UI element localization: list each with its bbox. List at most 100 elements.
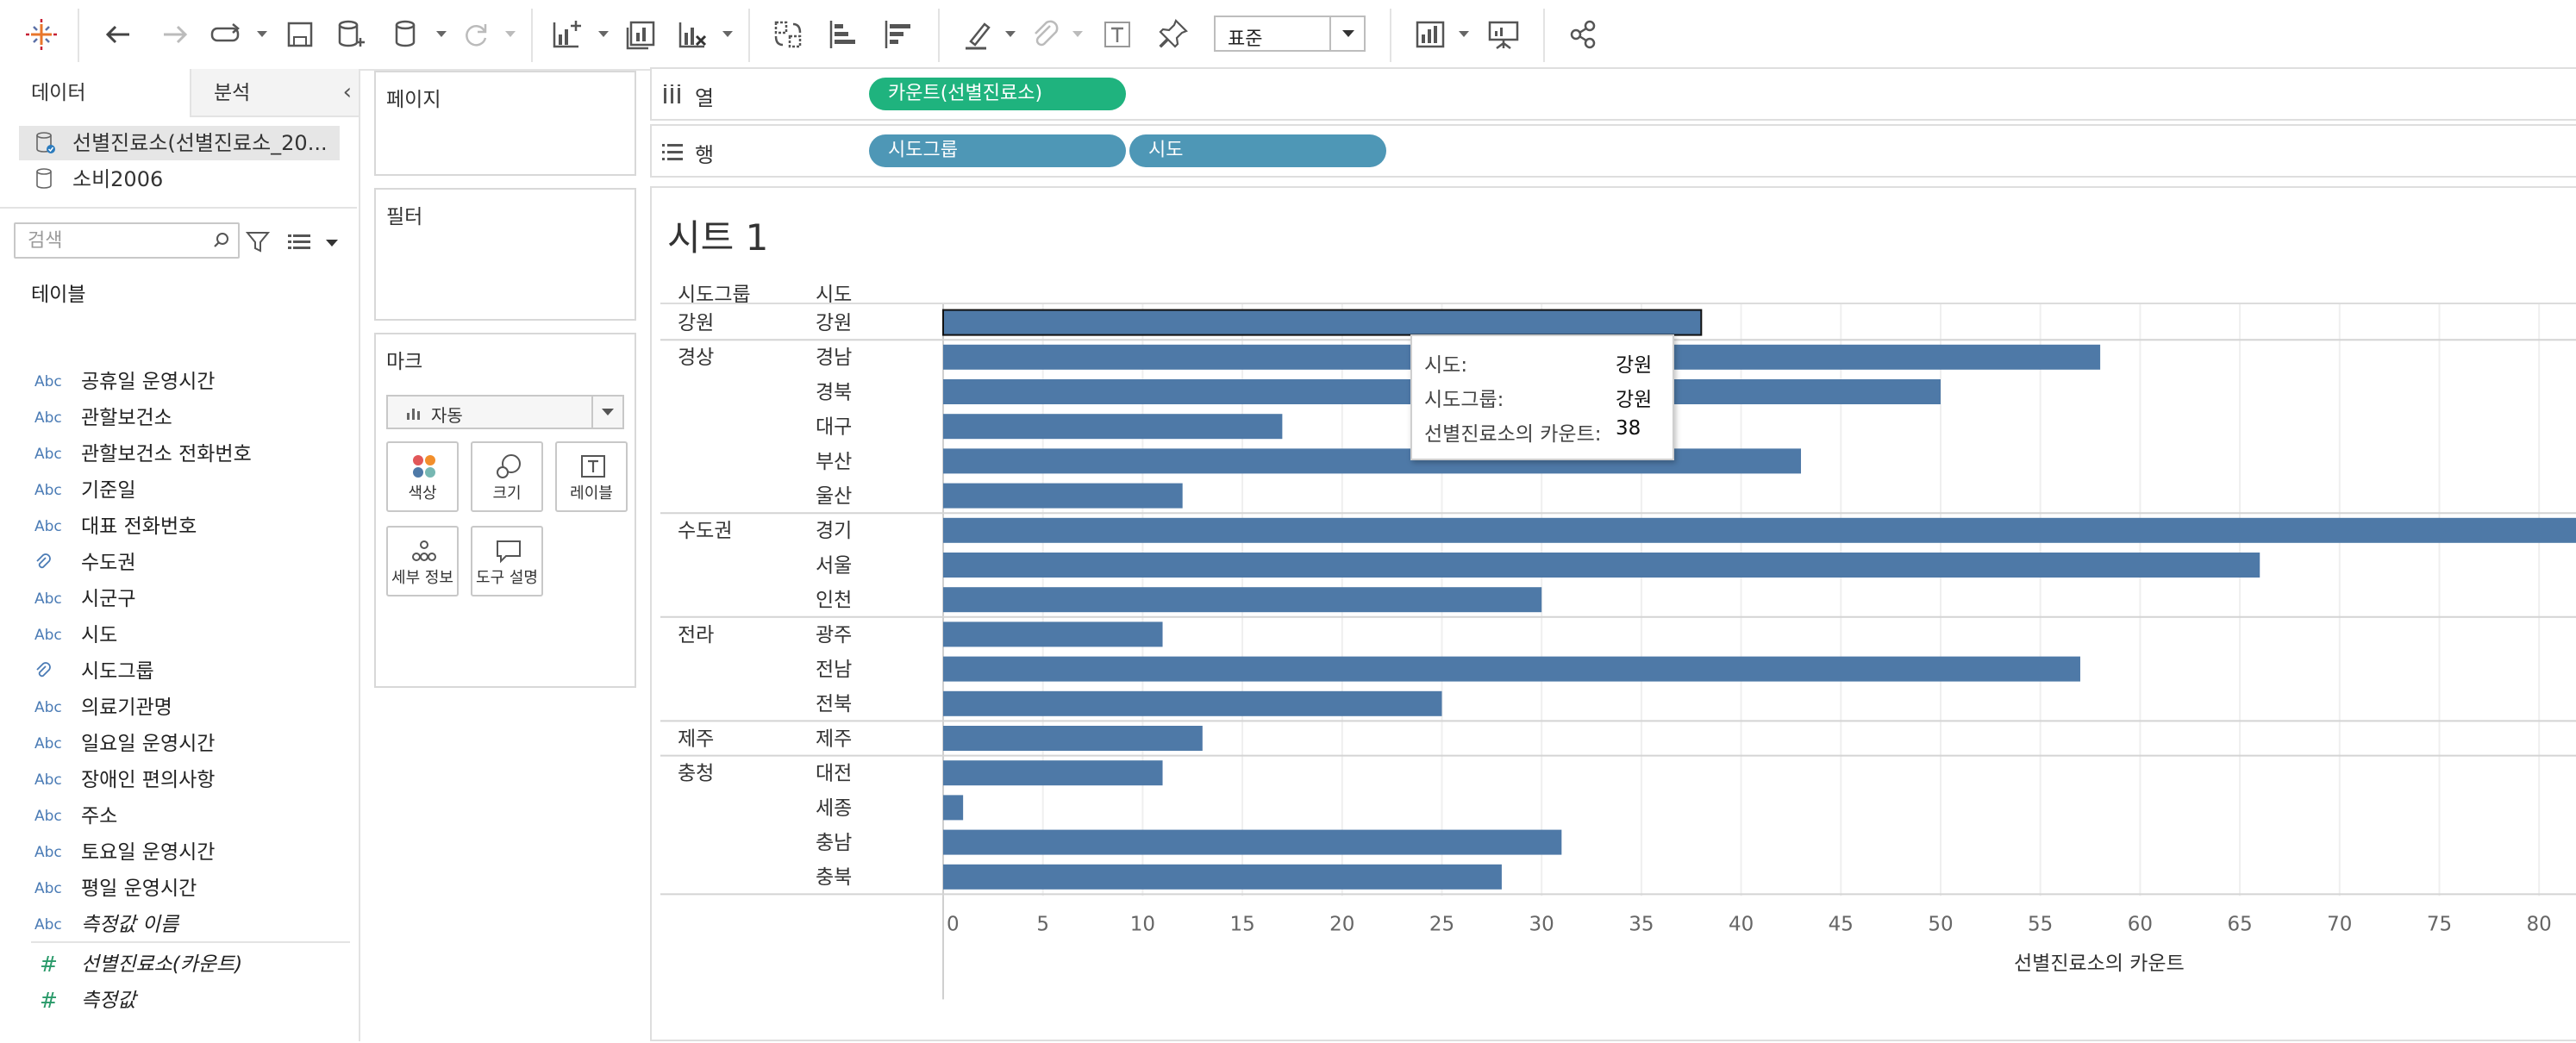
field-item[interactable]: Abc 의료기관명 — [0, 690, 357, 726]
bar[interactable] — [943, 414, 1283, 440]
search-input[interactable] — [26, 224, 210, 257]
replay-icon[interactable] — [207, 16, 245, 53]
pages-card[interactable]: 페이지 — [374, 71, 636, 176]
refresh-dropdown[interactable] — [505, 31, 516, 37]
row-pill-sido[interactable]: 시도 — [1129, 134, 1386, 167]
highlight-dropdown[interactable] — [1005, 31, 1016, 37]
chevron-down-icon[interactable] — [591, 397, 622, 428]
bar[interactable] — [943, 726, 1203, 751]
presentation-mode-icon[interactable] — [1485, 16, 1522, 53]
show-mark-labels-icon[interactable] — [1098, 16, 1136, 53]
datasource-icon[interactable] — [388, 16, 426, 53]
row-label[interactable]: 부산 — [816, 451, 852, 473]
measure-item[interactable]: # 측정값 — [0, 983, 357, 1019]
bar[interactable] — [943, 587, 1542, 613]
duplicate-sheet-icon[interactable] — [622, 16, 660, 53]
label-button[interactable]: 레이블 — [555, 441, 628, 512]
tab-analysis[interactable]: 분석 ‹ — [191, 69, 359, 117]
row-label[interactable]: 인천 — [816, 590, 852, 612]
column-pill[interactable]: 카운트(선별진료소) — [869, 78, 1126, 110]
field-item[interactable]: Abc 장애인 편의사항 — [0, 762, 357, 798]
field-item[interactable]: Abc 토요일 운영시간 — [0, 834, 357, 871]
field-item[interactable]: Abc 평일 운영시간 — [0, 871, 357, 907]
group-label[interactable]: 제주 — [678, 728, 714, 750]
row-label[interactable]: 충북 — [816, 866, 852, 889]
field-item[interactable]: 시도그룹 — [0, 653, 357, 690]
group-icon[interactable] — [1026, 16, 1064, 53]
sort-ascending-icon[interactable] — [824, 16, 862, 53]
row-label[interactable]: 대전 — [816, 763, 852, 785]
bar[interactable] — [943, 760, 1163, 786]
detail-button[interactable]: 세부 정보 — [386, 526, 459, 596]
row-header-sido-group[interactable]: 시도그룹 — [678, 284, 751, 306]
collapse-pane-icon[interactable]: ‹ — [342, 79, 352, 105]
group-dropdown[interactable] — [1072, 31, 1083, 37]
row-label[interactable]: 전남 — [816, 659, 852, 681]
bar[interactable] — [943, 553, 2260, 578]
field-item[interactable]: Abc 시군구 — [0, 581, 357, 617]
show-me-dropdown[interactable] — [1459, 31, 1469, 37]
group-label[interactable]: 강원 — [678, 312, 714, 334]
field-item[interactable]: Abc 일요일 운영시간 — [0, 726, 357, 762]
group-label[interactable]: 충청 — [678, 763, 714, 785]
view-dropdown[interactable] — [326, 240, 338, 247]
field-item[interactable]: Abc 대표 전화번호 — [0, 509, 357, 545]
sort-descending-icon[interactable] — [879, 16, 917, 53]
save-icon[interactable] — [281, 16, 319, 53]
field-item[interactable]: Abc 시도 — [0, 617, 357, 653]
bar[interactable] — [943, 656, 2080, 682]
tab-data[interactable]: 데이터 — [0, 69, 191, 117]
color-button[interactable]: 색상 — [386, 441, 459, 512]
redo-icon[interactable] — [155, 16, 193, 53]
bar[interactable] — [943, 517, 2576, 543]
new-worksheet-dropdown[interactable] — [598, 31, 609, 37]
show-me-icon[interactable] — [1412, 16, 1450, 53]
tableau-logo-icon[interactable] — [22, 16, 60, 53]
row-label[interactable]: 광주 — [816, 624, 852, 646]
undo-icon[interactable] — [100, 16, 138, 53]
row-label[interactable]: 충남 — [816, 832, 852, 854]
row-label[interactable]: 세종 — [816, 797, 852, 820]
field-item[interactable]: Abc 관할보건소 — [0, 400, 357, 436]
group-label[interactable]: 전라 — [678, 624, 714, 646]
search-icon[interactable] — [212, 231, 231, 250]
row-label[interactable]: 경북 — [816, 381, 852, 403]
filter-icon[interactable] — [245, 229, 271, 255]
replay-dropdown[interactable] — [257, 31, 267, 37]
row-label[interactable]: 전북 — [816, 693, 852, 715]
mark-type-select[interactable]: 자동 — [386, 395, 624, 429]
fit-select[interactable]: 표준 — [1214, 16, 1366, 52]
row-header-sido[interactable]: 시도 — [816, 284, 853, 306]
measure-item[interactable]: # 선별진료소(카운트) — [0, 946, 357, 983]
new-datasource-icon[interactable] — [333, 16, 371, 53]
field-item[interactable]: 수도권 — [0, 545, 357, 581]
swap-rows-columns-icon[interactable] — [769, 16, 807, 53]
datasource-item-active[interactable]: 선별진료소(선별진료소_20... — [19, 126, 340, 160]
new-worksheet-icon[interactable] — [548, 16, 586, 53]
group-label[interactable]: 경상 — [678, 347, 714, 369]
field-item[interactable]: Abc 관할보건소 전화번호 — [0, 436, 357, 472]
bar[interactable] — [943, 690, 1442, 716]
row-label[interactable]: 경남 — [816, 347, 852, 369]
columns-shelf[interactable]: 열 카운트(선별진료소) — [650, 67, 2576, 121]
clear-sheet-icon[interactable] — [674, 16, 712, 53]
chevron-down-icon[interactable] — [1329, 17, 1364, 50]
group-label[interactable]: 수도권 — [678, 520, 732, 542]
clear-sheet-dropdown[interactable] — [722, 31, 733, 37]
bar[interactable] — [943, 621, 1163, 647]
row-label[interactable]: 제주 — [816, 728, 852, 750]
bar[interactable] — [943, 483, 1183, 509]
field-item[interactable]: Abc 기준일 — [0, 472, 357, 509]
row-label[interactable]: 서울 — [816, 554, 852, 577]
field-item[interactable]: Abc 측정값 이름 — [0, 907, 357, 943]
field-item[interactable]: Abc 공휴일 운영시간 — [0, 364, 357, 400]
row-label[interactable]: 경기 — [816, 520, 852, 542]
refresh-icon[interactable] — [457, 16, 495, 53]
bar[interactable] — [943, 829, 1562, 855]
tooltip-button[interactable]: 도구 설명 — [471, 526, 543, 596]
view-list-icon[interactable] — [288, 231, 312, 253]
rows-shelf[interactable]: 행 시도그룹 시도 — [650, 124, 2576, 178]
bar[interactable] — [943, 795, 964, 821]
share-icon[interactable] — [1564, 16, 1602, 53]
row-label[interactable]: 대구 — [816, 416, 852, 439]
